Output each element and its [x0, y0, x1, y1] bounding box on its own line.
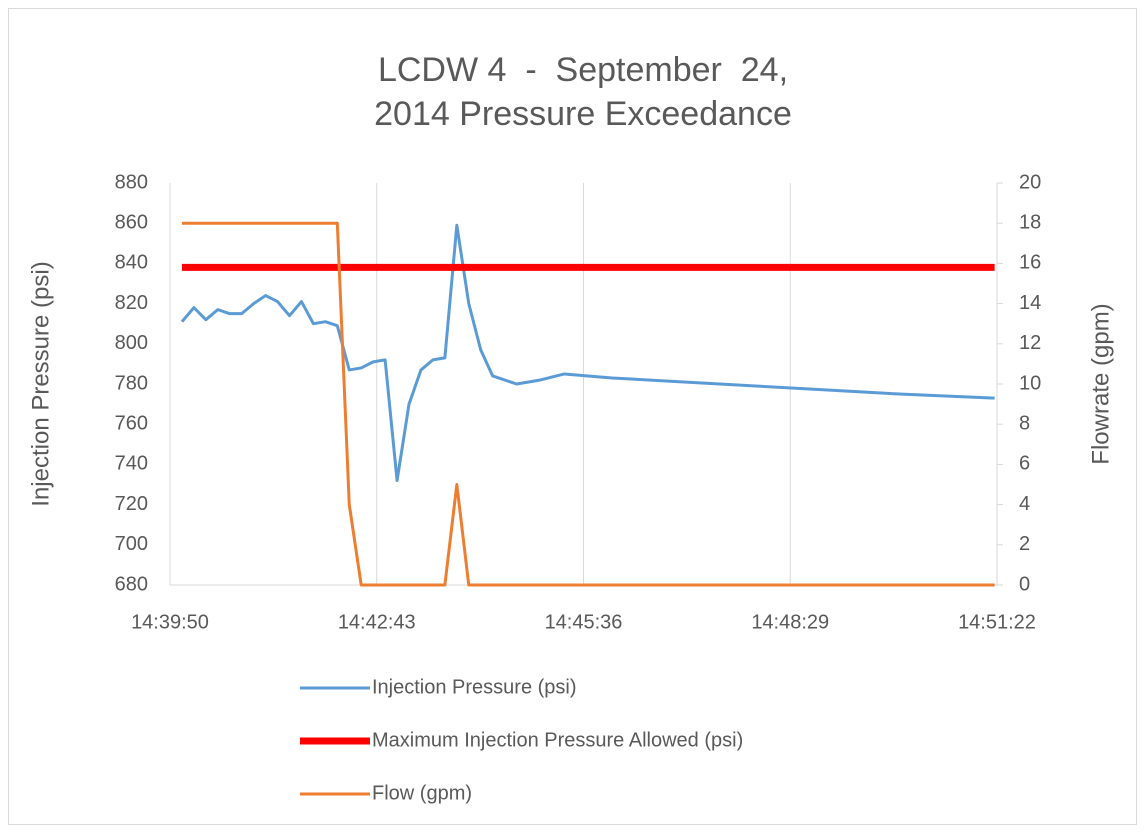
y2-tick-label: 0: [1019, 573, 1030, 595]
y-tick-label: 840: [115, 252, 148, 274]
y2-tick-label: 20: [1019, 171, 1041, 193]
x-tick-label: 14:39:50: [131, 611, 209, 633]
y-tick-label: 880: [115, 171, 148, 193]
series-line: [180, 223, 995, 482]
y-tick-label: 780: [115, 372, 148, 394]
y2-tick-label: 16: [1019, 252, 1041, 274]
y2-axis-label: Flowrate (gpm): [1087, 303, 1114, 464]
y-tick-label: 800: [115, 332, 148, 354]
y-tick-label: 720: [115, 493, 148, 515]
y2-tick-label: 12: [1019, 332, 1041, 354]
y2-tick-label: 6: [1019, 453, 1030, 475]
y-tick-label: 680: [115, 573, 148, 595]
y2-tick-label: 10: [1019, 372, 1041, 394]
y-axis-label: Injection Pressure (psi): [27, 261, 54, 506]
chart-title: LCDW 4 - September 24, 2014 Pressure Exc…: [374, 51, 798, 133]
y-tick-label: 740: [115, 453, 148, 475]
x-tick-label: 14:45:36: [545, 611, 623, 633]
y2-tick-label: 18: [1019, 211, 1041, 233]
y-tick-label: 860: [115, 211, 148, 233]
x-tick-label: 14:48:29: [751, 611, 829, 633]
legend-label: Injection Pressure (psi): [372, 676, 577, 698]
x-tick-label: 14:42:43: [338, 611, 416, 633]
y2-tick-label: 2: [1019, 533, 1030, 555]
y-tick-label: 760: [115, 412, 148, 434]
x-tick-label: 14:51:22: [958, 611, 1036, 633]
y2-tick-label: 8: [1019, 412, 1030, 434]
legend-label: Flow (gpm): [372, 782, 472, 804]
y-tick-label: 820: [115, 292, 148, 314]
y-tick-label: 700: [115, 533, 148, 555]
y2-tick-label: 14: [1019, 292, 1041, 314]
series-line: [181, 221, 995, 587]
y2-tick-label: 4: [1019, 493, 1030, 515]
chart-frame: [8, 8, 1137, 825]
legend-label: Maximum Injection Pressure Allowed (psi): [372, 729, 743, 751]
